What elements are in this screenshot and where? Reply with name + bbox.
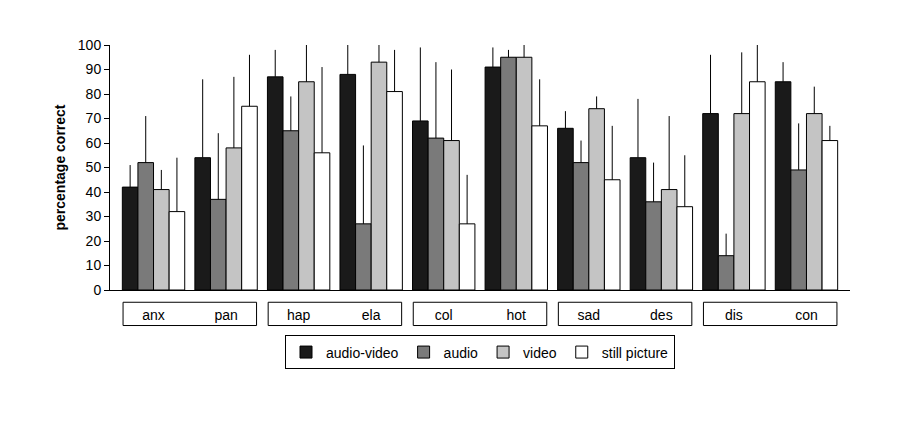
svg-text:0: 0 xyxy=(93,282,101,298)
svg-text:50: 50 xyxy=(86,159,102,175)
svg-text:sad: sad xyxy=(578,307,601,323)
svg-text:100: 100 xyxy=(78,37,102,53)
svg-text:anx: anx xyxy=(142,307,165,323)
svg-text:pan: pan xyxy=(214,307,237,323)
svg-text:40: 40 xyxy=(86,184,102,200)
svg-text:audio-video: audio-video xyxy=(326,345,399,361)
svg-text:10: 10 xyxy=(86,257,102,273)
svg-text:20: 20 xyxy=(86,233,102,249)
svg-text:video: video xyxy=(523,345,557,361)
svg-text:90: 90 xyxy=(86,61,102,77)
svg-text:60: 60 xyxy=(86,135,102,151)
svg-text:80: 80 xyxy=(86,86,102,102)
svg-text:hot: hot xyxy=(507,307,527,323)
svg-text:col: col xyxy=(435,307,453,323)
svg-text:still picture: still picture xyxy=(602,345,668,361)
svg-text:ela: ela xyxy=(362,307,381,323)
svg-text:des: des xyxy=(650,307,673,323)
svg-text:dis: dis xyxy=(725,307,743,323)
svg-text:audio: audio xyxy=(444,345,478,361)
svg-text:hap: hap xyxy=(287,307,311,323)
svg-text:con: con xyxy=(795,307,818,323)
svg-text:percentage correct: percentage correct xyxy=(52,104,68,230)
svg-text:70: 70 xyxy=(86,110,102,126)
svg-text:30: 30 xyxy=(86,208,102,224)
